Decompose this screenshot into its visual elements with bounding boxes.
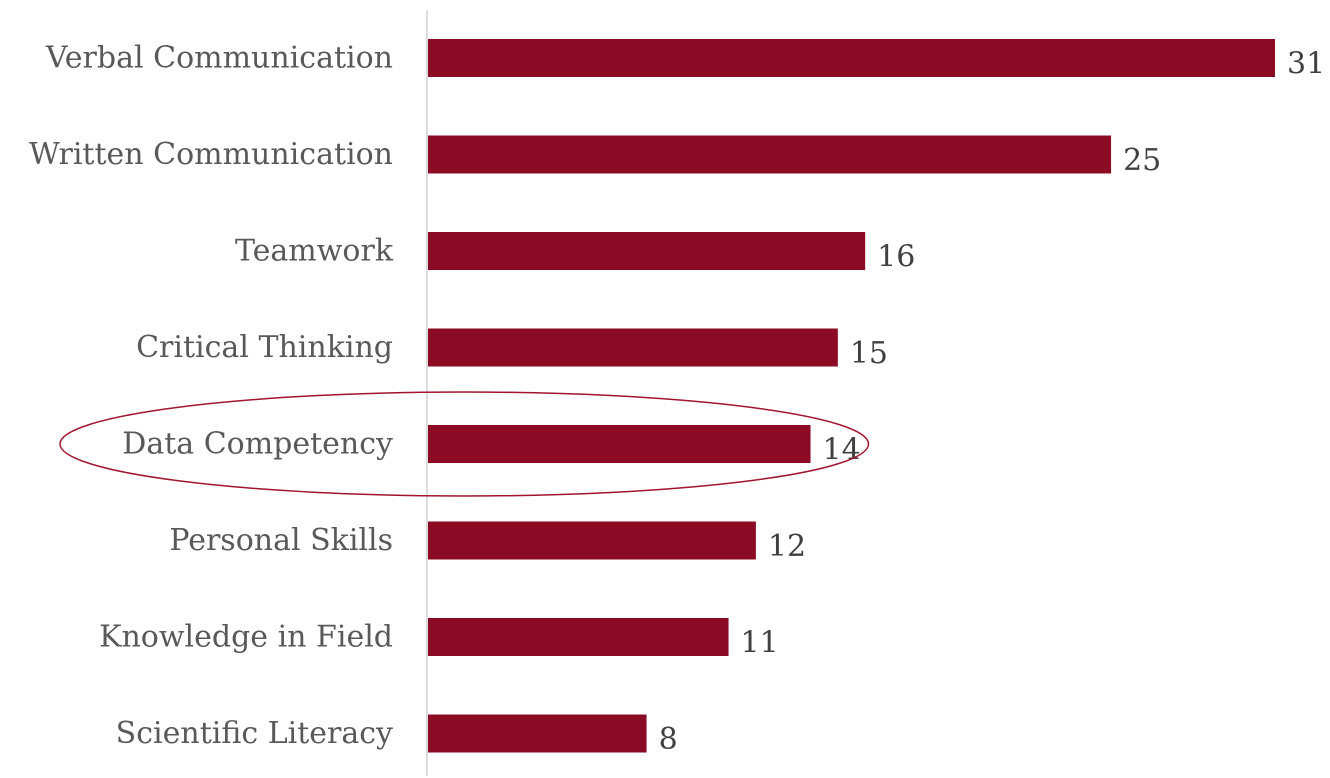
category-label-critical-thinking: Critical Thinking <box>136 330 393 365</box>
category-label-scientific-literacy: Scientific Literacy <box>116 716 393 751</box>
category-label-written-communication: Written Communication <box>29 137 393 172</box>
value-label-written-communication: 25 <box>1123 143 1161 178</box>
value-label-data-competency: 14 <box>823 433 861 468</box>
value-label-verbal-communication: 31 <box>1287 47 1325 82</box>
category-label-knowledge-in-field: Knowledge in Field <box>99 620 393 655</box>
bar-data-competency <box>428 425 811 463</box>
bar-teamwork <box>428 232 866 270</box>
bar-personal-skills <box>428 521 756 560</box>
category-label-teamwork: Teamwork <box>235 234 394 269</box>
category-label-personal-skills: Personal Skills <box>169 523 393 558</box>
value-label-critical-thinking: 15 <box>850 336 888 371</box>
value-label-teamwork: 16 <box>877 240 915 275</box>
value-label-knowledge-in-field: 11 <box>741 626 779 661</box>
value-label-scientific-literacy: 8 <box>659 722 678 757</box>
category-label-verbal-communication: Verbal Communication <box>45 41 393 76</box>
value-label-personal-skills: 12 <box>768 529 806 564</box>
highlight-ellipse <box>59 391 870 497</box>
category-labels-group: Verbal Communication Written Communicatio… <box>29 41 394 752</box>
bars-group <box>428 39 1275 753</box>
bar-knowledge-in-field <box>428 618 729 656</box>
value-labels-group: 31 25 16 15 14 12 11 8 <box>659 47 1326 758</box>
bar-verbal-communication <box>428 39 1275 77</box>
bar-critical-thinking <box>428 328 838 367</box>
category-label-data-competency: Data Competency <box>122 427 393 462</box>
bar-scientific-literacy <box>428 714 647 753</box>
bar-written-communication <box>428 135 1112 174</box>
